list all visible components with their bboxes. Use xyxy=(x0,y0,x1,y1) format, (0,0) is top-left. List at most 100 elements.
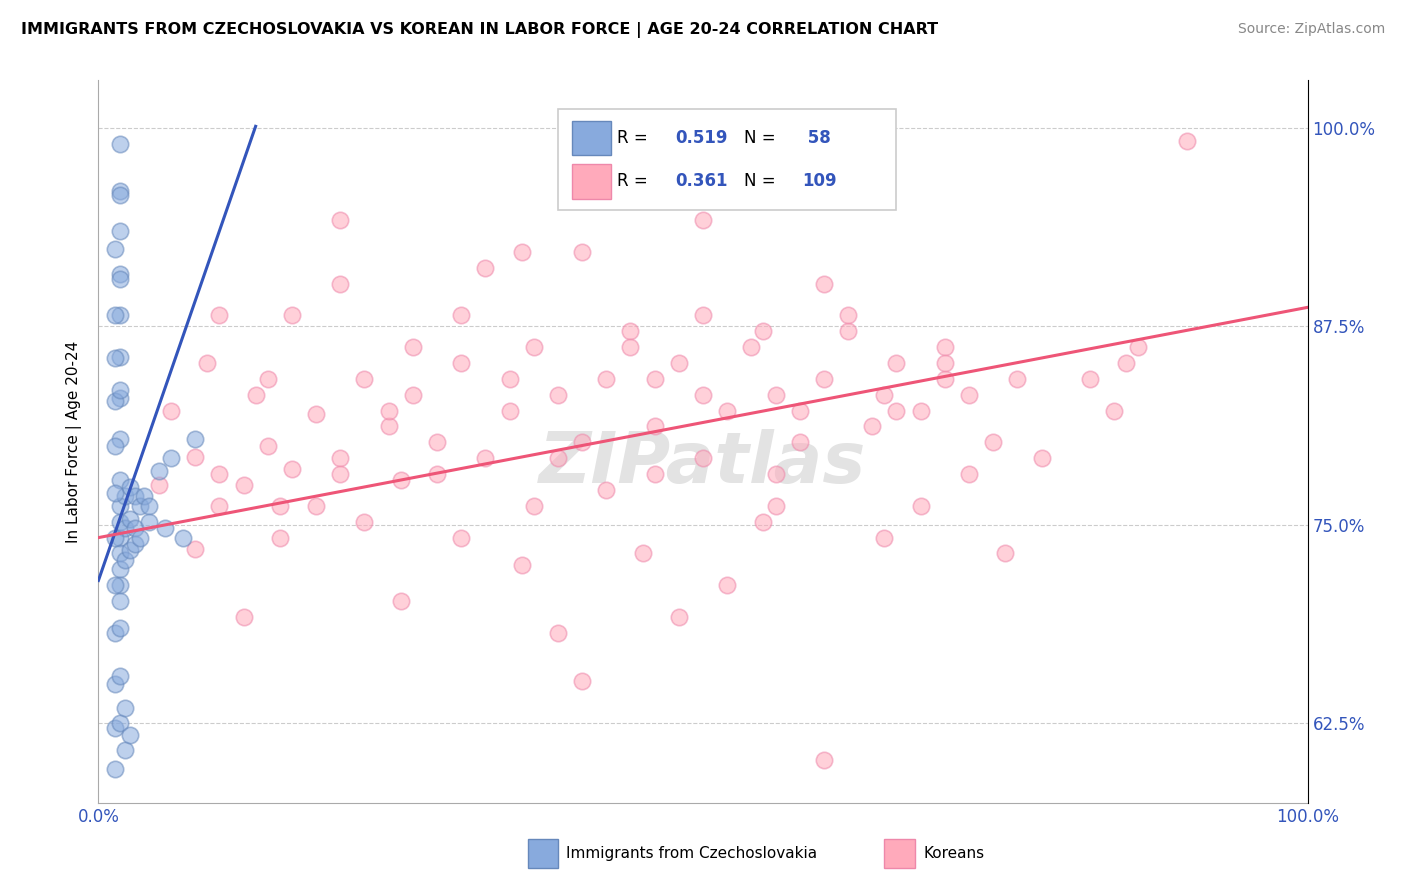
Point xyxy=(716,578,738,592)
Point xyxy=(1031,451,1053,466)
Point xyxy=(1007,372,1029,386)
Point xyxy=(329,277,352,291)
Point xyxy=(208,467,231,481)
Point xyxy=(134,489,156,503)
Point xyxy=(910,499,932,513)
Point xyxy=(644,419,666,434)
FancyBboxPatch shape xyxy=(572,120,612,155)
Point xyxy=(118,727,141,741)
Point xyxy=(138,499,160,513)
Point xyxy=(644,467,666,481)
Point xyxy=(353,372,375,386)
Point xyxy=(138,515,160,529)
Point xyxy=(595,483,617,497)
Point xyxy=(208,499,231,513)
Point xyxy=(752,515,775,529)
Point xyxy=(389,594,412,608)
Point xyxy=(886,356,908,370)
Point xyxy=(104,721,127,735)
Text: R =: R = xyxy=(617,172,654,190)
Bar xyxy=(527,838,558,868)
Point xyxy=(104,531,127,545)
Text: 0.361: 0.361 xyxy=(675,172,728,190)
Point xyxy=(765,467,787,481)
Point xyxy=(114,521,136,535)
Point xyxy=(571,244,593,259)
Point xyxy=(153,521,176,535)
Point xyxy=(160,403,183,417)
Text: 0.519: 0.519 xyxy=(675,129,728,147)
Point xyxy=(692,308,714,322)
Point xyxy=(305,407,328,421)
Point xyxy=(1102,403,1125,417)
Text: R =: R = xyxy=(617,129,654,147)
Point xyxy=(510,558,533,572)
Point xyxy=(571,435,593,450)
Point xyxy=(108,562,131,576)
Point xyxy=(329,467,352,481)
Point xyxy=(813,277,835,291)
Point xyxy=(692,213,714,227)
Point xyxy=(256,372,278,386)
Point xyxy=(108,547,131,561)
Point xyxy=(108,515,131,529)
Point xyxy=(108,474,131,488)
Point xyxy=(644,372,666,386)
Point xyxy=(104,578,127,592)
Text: ZIPatlas: ZIPatlas xyxy=(540,429,866,498)
Y-axis label: In Labor Force | Age 20-24: In Labor Force | Age 20-24 xyxy=(66,341,83,542)
Point xyxy=(813,753,835,767)
Point xyxy=(108,432,131,446)
Point xyxy=(104,626,127,640)
Point xyxy=(108,136,131,151)
Point xyxy=(595,372,617,386)
Point xyxy=(269,499,291,513)
Point xyxy=(510,244,533,259)
Point xyxy=(837,324,859,338)
Point xyxy=(256,438,278,452)
Point xyxy=(148,478,170,492)
Point xyxy=(232,610,254,624)
Point xyxy=(108,272,131,286)
Point xyxy=(281,462,304,476)
Point xyxy=(873,531,896,545)
Point xyxy=(426,435,449,450)
Point xyxy=(1175,134,1198,148)
Point xyxy=(128,499,150,513)
Point xyxy=(692,451,714,466)
Point xyxy=(124,521,146,535)
Point xyxy=(104,308,127,322)
Point xyxy=(148,464,170,478)
Point xyxy=(281,308,304,322)
Point xyxy=(631,547,654,561)
Point xyxy=(118,480,141,494)
Point xyxy=(402,387,425,401)
Point xyxy=(934,372,956,386)
Text: Koreans: Koreans xyxy=(924,846,984,861)
Point xyxy=(104,242,127,256)
Point xyxy=(547,626,569,640)
Point xyxy=(108,308,131,322)
Point xyxy=(957,467,980,481)
Point xyxy=(571,673,593,688)
Point xyxy=(994,547,1017,561)
Point xyxy=(498,372,520,386)
Point xyxy=(547,387,569,401)
Point xyxy=(765,499,787,513)
Point xyxy=(1128,340,1150,354)
Point xyxy=(837,308,859,322)
Text: N =: N = xyxy=(744,129,780,147)
Point xyxy=(114,743,136,757)
Point xyxy=(184,432,207,446)
Point xyxy=(668,356,690,370)
Text: 109: 109 xyxy=(803,172,837,190)
Point xyxy=(108,578,131,592)
Text: N =: N = xyxy=(744,172,780,190)
Point xyxy=(104,394,127,409)
Point xyxy=(208,308,231,322)
Point xyxy=(619,340,641,354)
Point xyxy=(305,499,328,513)
Point xyxy=(184,541,207,556)
Text: Immigrants from Czechoslovakia: Immigrants from Czechoslovakia xyxy=(567,846,817,861)
Point xyxy=(389,474,412,488)
